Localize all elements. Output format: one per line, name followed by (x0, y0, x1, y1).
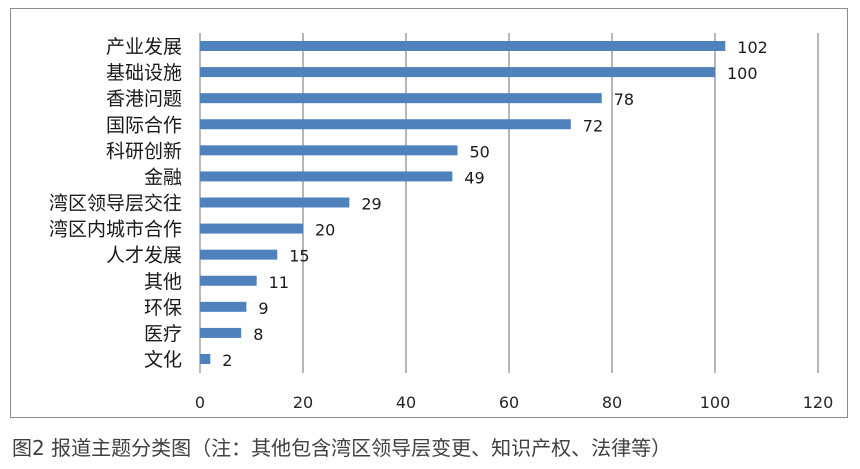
category-label: 医疗 (144, 323, 182, 345)
bar (200, 145, 458, 156)
bar (200, 301, 247, 312)
category-label: 人才发展 (106, 245, 182, 267)
bar (200, 275, 257, 286)
x-tick-label: 120 (803, 393, 834, 412)
data-label: 8 (253, 325, 263, 344)
bar-chart: 产业发展基础设施香港问题国际合作科研创新金融湾区领导层交往湾区内城市合作人才发展… (49, 33, 833, 412)
category-labels: 产业发展基础设施香港问题国际合作科研创新金融湾区领导层交往湾区内城市合作人才发展… (49, 36, 182, 371)
category-label: 其他 (144, 271, 182, 293)
data-label: 72 (583, 116, 603, 135)
bar (200, 223, 303, 234)
data-label: 15 (289, 247, 309, 266)
bar (200, 249, 278, 260)
bar (200, 119, 571, 130)
x-tick-label: 100 (700, 393, 731, 412)
bar (200, 197, 350, 208)
category-label: 湾区内城市合作 (49, 219, 182, 241)
data-label: 20 (315, 221, 335, 240)
x-tick-label: 20 (293, 393, 313, 412)
category-label: 产业发展 (106, 36, 182, 58)
data-label: 11 (269, 273, 289, 292)
bar (200, 171, 453, 182)
x-tick-label: 80 (602, 393, 622, 412)
category-label: 科研创新 (106, 140, 182, 162)
category-label: 香港问题 (106, 88, 182, 110)
bar (200, 327, 242, 338)
data-label: 78 (614, 90, 634, 109)
data-label: 100 (727, 64, 758, 83)
category-label: 文化 (144, 349, 182, 371)
category-label: 湾区领导层交往 (49, 193, 182, 215)
data-label: 50 (470, 142, 490, 161)
grid-lines (199, 33, 819, 373)
bars (200, 41, 726, 364)
category-label: 国际合作 (106, 114, 182, 136)
data-label: 102 (737, 38, 768, 57)
bar (200, 93, 602, 104)
bar (200, 67, 715, 78)
x-tick-label: 40 (396, 393, 416, 412)
data-label: 9 (258, 299, 268, 318)
category-label: 基础设施 (106, 62, 182, 84)
x-tick-label: 60 (499, 393, 519, 412)
category-label: 环保 (144, 297, 182, 319)
data-label: 49 (464, 168, 484, 187)
bar (200, 41, 726, 51)
data-label: 29 (361, 195, 381, 214)
category-label: 金融 (144, 166, 182, 188)
figure-caption: 图2 报道主题分类图（注：其他包含湾区领导层变更、知识产权、法律等） (12, 436, 672, 460)
data-label: 2 (222, 351, 232, 370)
x-tick-label: 0 (195, 393, 205, 412)
bar (200, 354, 211, 364)
x-axis-tick-labels: 0 20 40 60 80 100 120 (195, 393, 833, 412)
